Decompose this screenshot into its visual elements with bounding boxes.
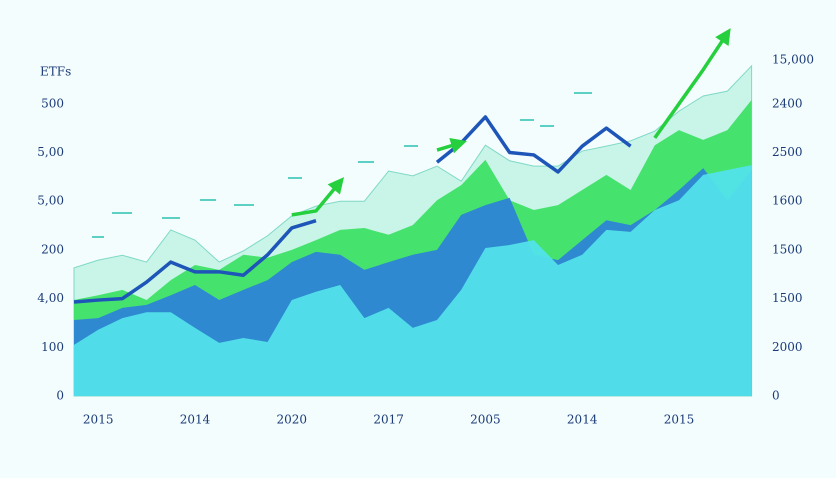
y2-tick-label: 2000 — [772, 340, 803, 354]
y-tick-label: 200 — [41, 242, 64, 256]
y2-tick-label: 2400 — [772, 96, 803, 110]
arrowhead — [327, 177, 345, 195]
x-tick-label: 2005 — [470, 413, 501, 427]
y2-tick-label: 2500 — [772, 145, 803, 159]
y-tick-label: 4,00 — [37, 291, 64, 305]
y2-tick-label: 15,000 — [772, 52, 814, 66]
x-tick-label: 2014 — [567, 413, 598, 427]
arrowhead — [449, 137, 467, 154]
y2-tick-label: 1500 — [772, 291, 803, 305]
line — [73, 115, 632, 304]
x-tick-label: 2014 — [180, 413, 211, 427]
arrowhead — [715, 28, 731, 46]
decorations — [92, 92, 592, 238]
plot-area — [73, 28, 753, 397]
axis-title: ETFs — [40, 65, 71, 79]
x-tick-label: 2017 — [373, 413, 404, 427]
area — [74, 165, 752, 396]
x-tick-label: 2015 — [83, 413, 114, 427]
x-tick-label: 2020 — [277, 413, 308, 427]
y2-tick-label: 0 — [772, 389, 780, 403]
x-tick-label: 2015 — [664, 413, 695, 427]
y-tick-label: 0 — [56, 389, 64, 403]
y2-tick-label: 1500 — [772, 242, 803, 256]
y-tick-label: 500 — [41, 96, 64, 110]
y-tick-label: 5,00 — [37, 194, 64, 208]
y2-tick-label: 1600 — [772, 194, 803, 208]
y-tick-label: 5,00 — [37, 145, 64, 159]
y-tick-label: 100 — [41, 340, 64, 354]
